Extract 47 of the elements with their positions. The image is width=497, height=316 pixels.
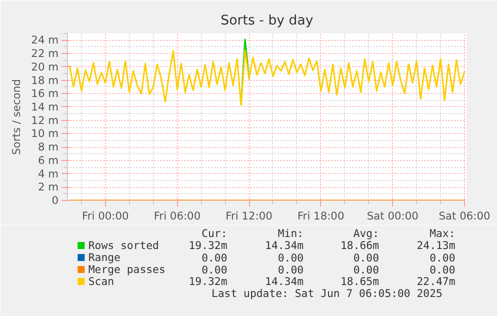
text: 18.65m [340, 275, 379, 288]
text: 14.34m [265, 239, 304, 252]
y-tick-label: 10 m [31, 127, 58, 140]
x-tick-label: Fri 12:00 [226, 210, 273, 222]
y-tick-label: 18 m [31, 74, 58, 87]
x-tick-label: Fri 06:00 [154, 210, 201, 222]
y-tick-label: 14 m [31, 100, 58, 114]
text: 19.32m [188, 239, 228, 252]
text: Min: [278, 227, 304, 240]
text: Last update: Sat Jun 7 06:05:00 2025 [211, 287, 442, 300]
legend-label: Scan [88, 275, 114, 288]
text: 19.32m [188, 275, 228, 288]
text: 0.00 [430, 264, 456, 276]
chart-title: Sorts - by day [220, 14, 314, 28]
text: 0.00 [353, 264, 379, 276]
y-tick-label: 2 m [38, 180, 59, 194]
text: 22.47m [416, 275, 456, 288]
text: Cur: [202, 227, 228, 240]
text: 14.34m [265, 275, 304, 288]
y-axis-title: Sorts / second [10, 79, 24, 155]
y-tick-label: 6 m [38, 154, 59, 167]
y-tick-label: 12 m [31, 114, 58, 127]
text: 0.00 [430, 252, 456, 264]
legend-label: Merge passes [88, 263, 166, 276]
text: 0.00 [353, 252, 379, 264]
x-tick-label: Sat 06:00 [438, 210, 491, 222]
y-tick-label: 8 m [38, 140, 59, 154]
text: 18.66m [340, 239, 379, 252]
text: Max: [430, 227, 456, 240]
x-tick-label: Sat 00:00 [366, 210, 419, 222]
text: Avg: [353, 227, 379, 240]
text: 24.13m [416, 239, 456, 252]
text: 0.00 [278, 264, 304, 276]
text: 0.00 [202, 252, 228, 264]
line-series [68, 49, 466, 106]
y-tick-label: 4 m [38, 167, 59, 180]
y-tick-label: 22 m [31, 47, 58, 60]
y-tick-label: 24 m [31, 34, 58, 47]
legend-label: Range [88, 251, 120, 264]
y-tick-label: 0 [52, 194, 59, 207]
text: 0.00 [202, 264, 228, 276]
x-tick-label: Fri 00:00 [82, 210, 130, 222]
y-tick-label: 20 m [31, 60, 58, 74]
legend-label: Rows sorted [88, 239, 159, 252]
text: 0.00 [278, 252, 304, 264]
x-tick-label: Fri 18:00 [297, 210, 344, 222]
y-tick-label: 16 m [31, 87, 58, 100]
